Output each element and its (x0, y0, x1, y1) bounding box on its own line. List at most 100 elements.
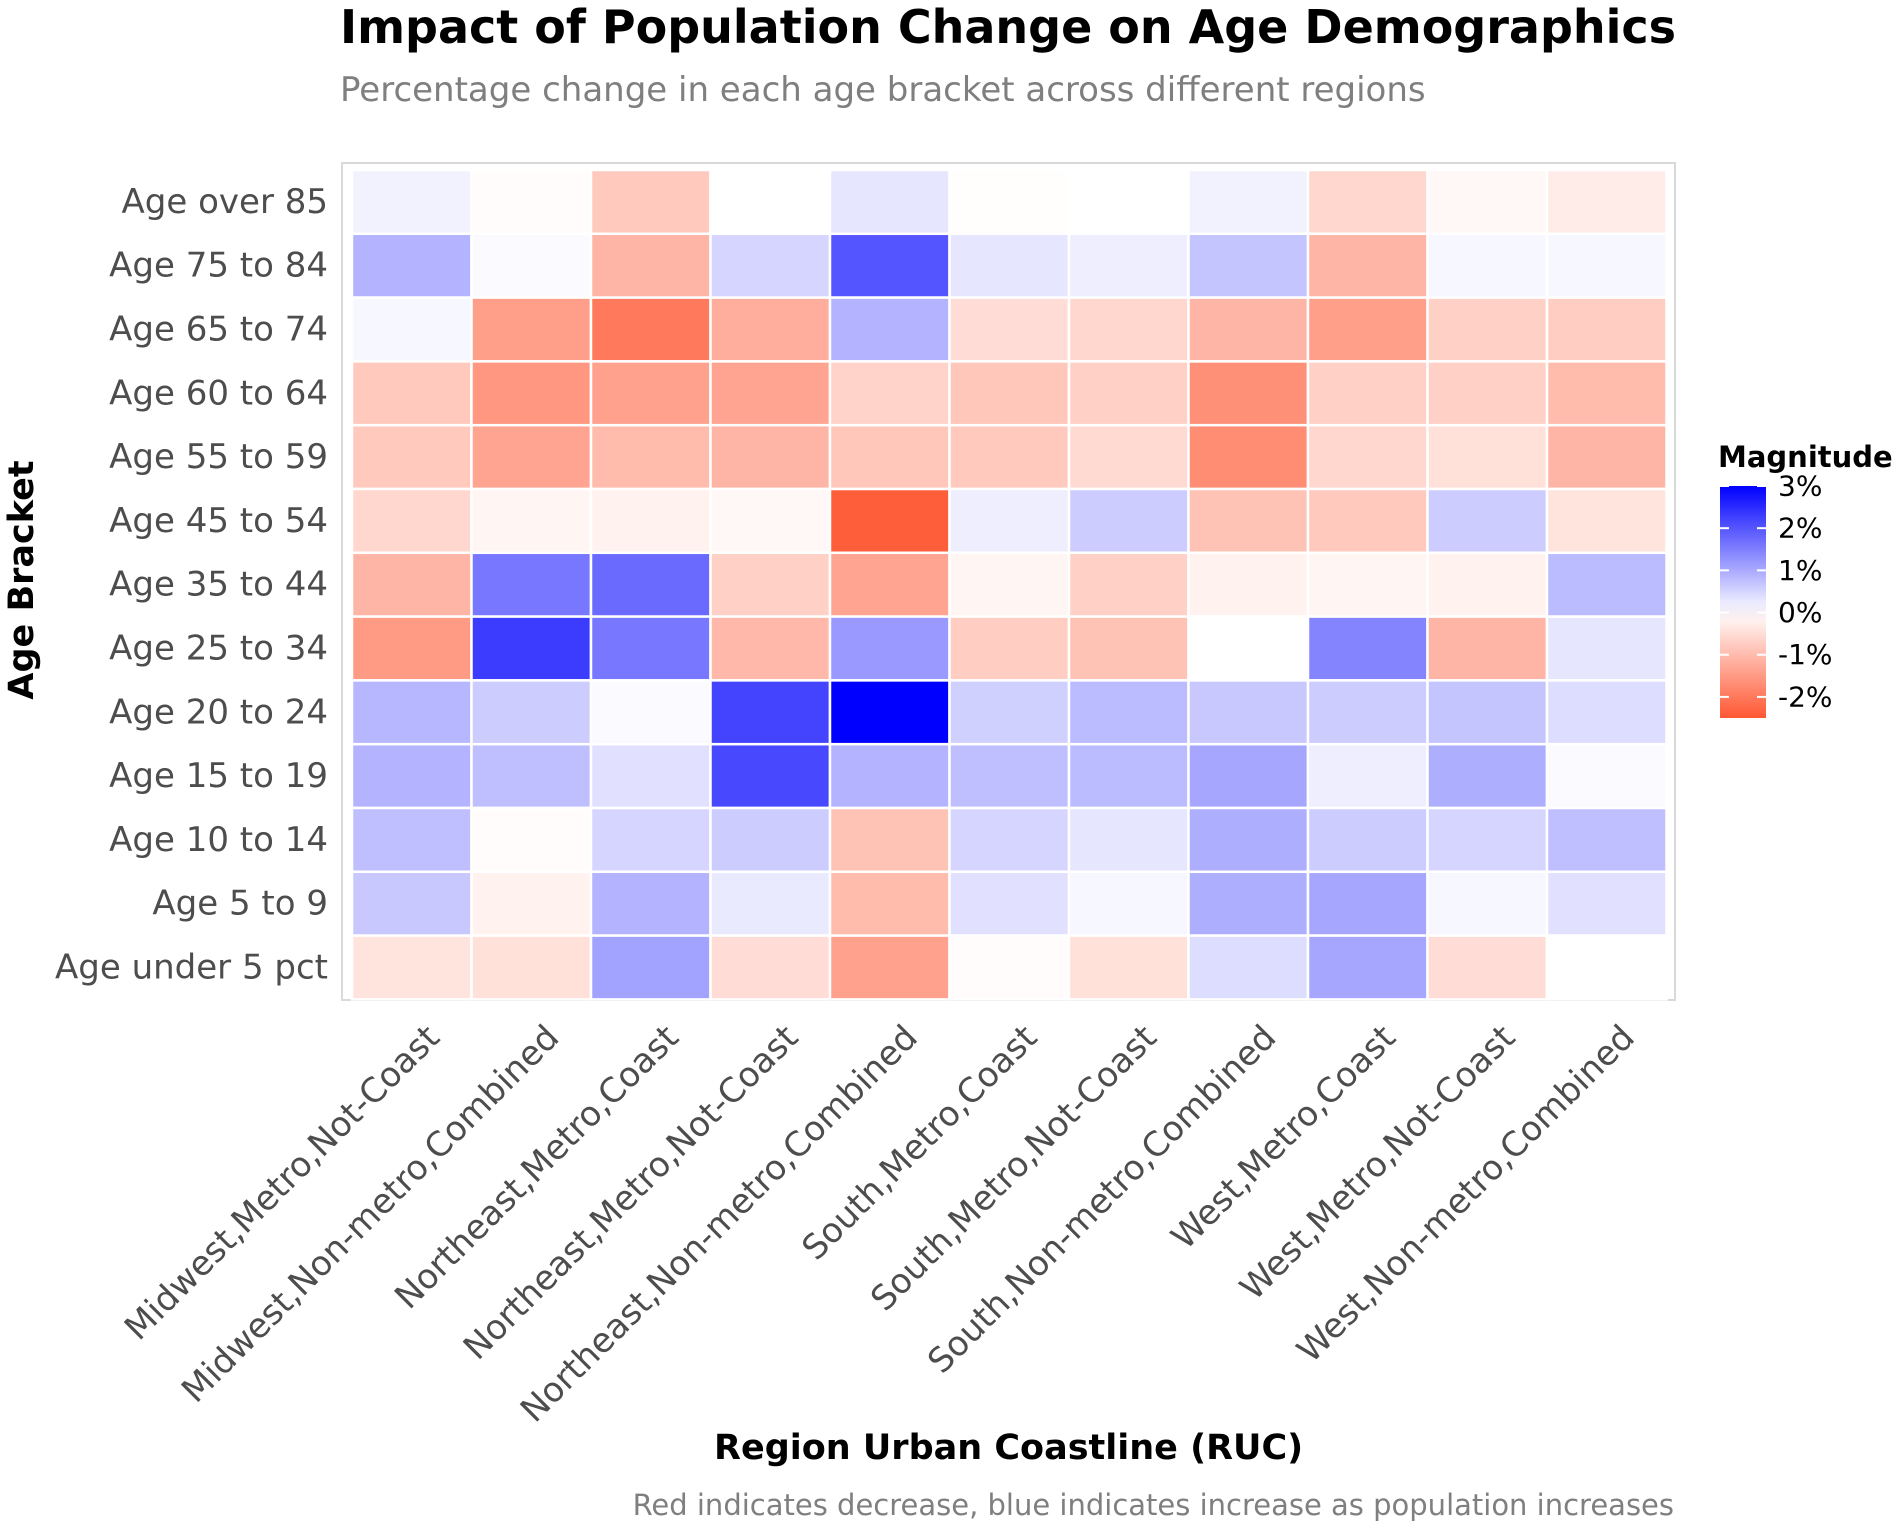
heatmap-cell (1187, 296, 1310, 363)
heatmap-cell (350, 296, 473, 363)
y-tick-labels: Age over 85 Age 75 to 84 Age 65 to 74 Age 6… (55, 182, 328, 988)
heatmap-cell (350, 360, 473, 427)
heatmap-cell (470, 806, 593, 874)
heatmap-cell (1545, 806, 1668, 874)
heatmap-cell (589, 232, 712, 299)
y-tick-label: Age 10 to 14 (109, 820, 328, 860)
heatmap-cell (709, 423, 832, 491)
heatmap-cell (709, 679, 832, 746)
heatmap-cell (828, 742, 951, 810)
heatmap-cell (709, 806, 832, 874)
heatmap-cell (709, 232, 832, 299)
heatmap-cell (1426, 870, 1549, 937)
heatmap-cell (1067, 487, 1190, 555)
heatmap-cell (350, 168, 473, 236)
heatmap-cell (1306, 742, 1429, 810)
heatmap-cell (1067, 360, 1190, 427)
heatmap-cell (1067, 232, 1190, 299)
y-tick-label: Age over 85 (122, 182, 328, 222)
heatmap-cell (1426, 615, 1549, 682)
heatmap-cell (350, 870, 473, 937)
chart-subtitle: Percentage change in each age bracket ac… (340, 70, 1426, 110)
heatmap-cell (948, 423, 1071, 491)
heatmap-cell (1187, 742, 1310, 810)
heatmap-cell (948, 168, 1071, 236)
heatmap-cell (828, 232, 951, 299)
heatmap-cell (589, 423, 712, 491)
heatmap-cell (828, 360, 951, 427)
heatmap-cell (948, 551, 1071, 618)
y-tick-label: Age 60 to 64 (109, 373, 328, 413)
heatmap-cell (1545, 360, 1668, 427)
heatmap-cell (948, 360, 1071, 427)
heatmap-cell (1545, 487, 1668, 555)
heatmap-cell (828, 487, 951, 555)
x-tick-labels: Midwest,Metro,Not-CoastMidwest,Non-metro… (117, 1018, 1643, 1431)
heatmap-cell (828, 870, 951, 937)
heatmap-cell (709, 742, 832, 810)
heatmap-cell (1306, 806, 1429, 874)
heatmap-cell (589, 742, 712, 810)
heatmap-cell (1426, 487, 1549, 555)
chart-title: Impact of Population Change on Age Demog… (340, 0, 1677, 54)
heatmap-cell (1187, 487, 1310, 555)
heatmap-cell (1426, 934, 1549, 1001)
heatmap-cell (350, 232, 473, 299)
heatmap-cell (1067, 296, 1190, 363)
heatmap-cell (1426, 296, 1549, 363)
heatmap-cell (1426, 679, 1549, 746)
heatmap-cell (1545, 168, 1668, 236)
heatmap-cell (709, 296, 832, 363)
heatmap-cell (1545, 232, 1668, 299)
heatmap-cell (1545, 934, 1668, 1001)
heatmap-cell (828, 551, 951, 618)
heatmap-cell (1306, 168, 1429, 236)
legend-tick-label: -1% (1778, 638, 1833, 671)
heatmap-cell (589, 551, 712, 618)
y-tick-label: Age 55 to 59 (109, 437, 328, 477)
color-legend: 3% 2% 1% 0% -1% -2% (1720, 470, 1833, 718)
heatmap-cell (470, 742, 593, 810)
heatmap-cell (470, 615, 593, 682)
heatmap-cell (709, 551, 832, 618)
heatmap-cell (709, 934, 832, 1001)
heatmap-cell (350, 487, 473, 555)
heatmap-cell (1306, 679, 1429, 746)
heatmap-cell (1306, 360, 1429, 427)
heatmap-cell (589, 296, 712, 363)
heatmap-cell (948, 232, 1071, 299)
heatmap-cell (1426, 742, 1549, 810)
heatmap-cell (1545, 870, 1668, 937)
heatmap-cell (1426, 423, 1549, 491)
heatmap-tiles (350, 168, 1668, 1001)
heatmap-cell (1187, 870, 1310, 937)
y-tick-label: Age 15 to 19 (109, 756, 328, 796)
legend-tick-label: 1% (1778, 554, 1822, 587)
heatmap-cell (948, 742, 1071, 810)
heatmap-cell (1067, 679, 1190, 746)
heatmap-cell (589, 934, 712, 1001)
heatmap-cell (350, 806, 473, 874)
legend-colorbar (1720, 486, 1766, 718)
heatmap-cell (1426, 806, 1549, 874)
heatmap-cell (828, 806, 951, 874)
heatmap-cell (1306, 615, 1429, 682)
heatmap-cell (589, 615, 712, 682)
heatmap-cell (1306, 487, 1429, 555)
legend-tick-label: 3% (1778, 470, 1822, 503)
heatmap-cell (948, 806, 1071, 874)
heatmap-cell (589, 487, 712, 555)
heatmap-cell (1067, 423, 1190, 491)
x-tick-label: West,Metro,Coast (1164, 1018, 1404, 1258)
heatmap-cell (350, 615, 473, 682)
heatmap-cell (1426, 360, 1549, 427)
legend-tick-label: 0% (1778, 596, 1822, 629)
heatmap-cell (470, 551, 593, 618)
heatmap-cell (828, 615, 951, 682)
heatmap-cell (470, 487, 593, 555)
heatmap-cell (1545, 296, 1668, 363)
heatmap-cell (470, 232, 593, 299)
heatmap-cell (828, 296, 951, 363)
heatmap-cell (1426, 168, 1549, 236)
